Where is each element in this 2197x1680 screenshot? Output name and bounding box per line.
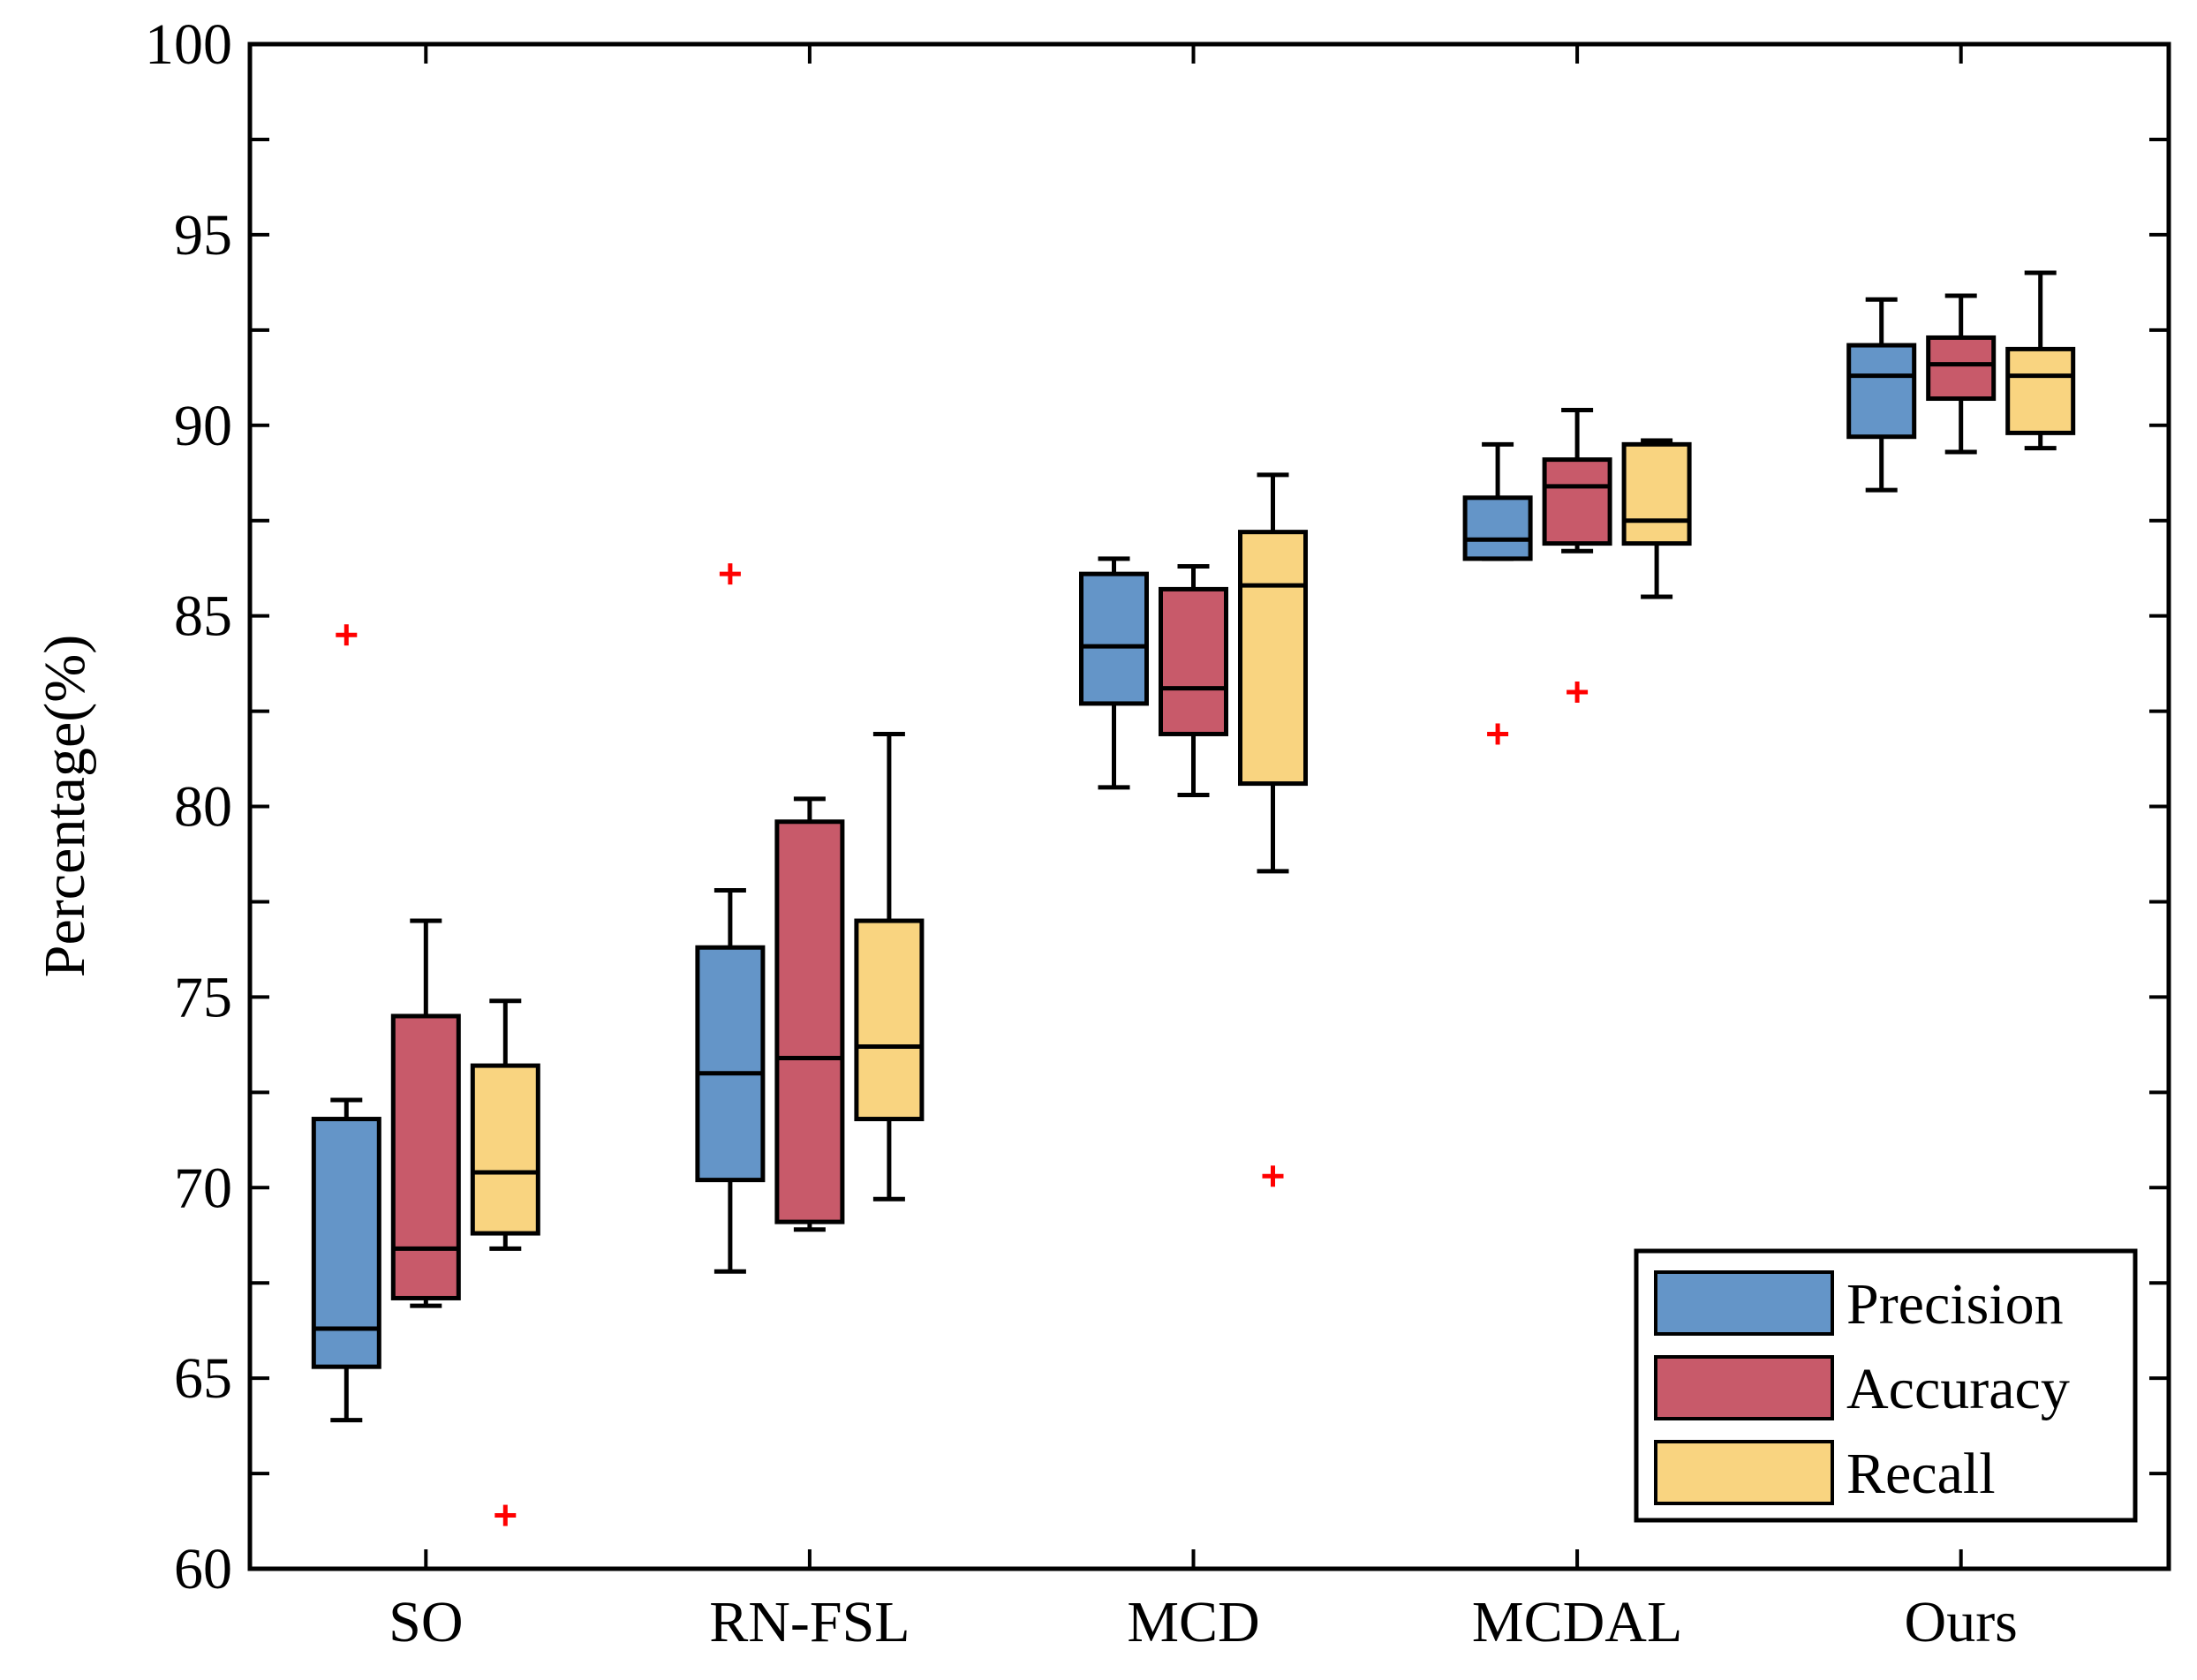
legend-swatch-recall <box>1654 1440 1834 1505</box>
x-tick-label: MCD <box>1127 1590 1259 1654</box>
box-iqr <box>1542 457 1612 546</box>
box-iqr <box>695 945 766 1183</box>
legend-label-precision: Precision <box>1846 1272 2064 1337</box>
y-tick-label: 95 <box>174 203 232 267</box>
outlier-marker <box>1567 681 1589 703</box>
box-accuracy-so <box>390 918 461 1308</box>
box-iqr <box>1621 441 1692 546</box>
legend: Precision Accuracy Recall <box>1634 1248 2138 1523</box>
y-tick-label: 90 <box>174 394 232 458</box>
outlier-marker <box>719 563 741 585</box>
outlier-marker <box>336 624 358 646</box>
y-tick-label: 100 <box>145 12 232 77</box>
box-precision-so <box>311 624 381 1423</box>
y-tick-labels: 60 65 70 75 80 85 90 95 100 <box>145 12 232 1601</box>
box-recall-mcd <box>1238 472 1308 1187</box>
x-tick-label: Ours <box>1905 1590 2018 1654</box>
box-precision-mcd <box>1079 556 1149 790</box>
x-tick-labels: SO RN-FSL MCD MCDAL Ours <box>389 1590 2018 1654</box>
box-accuracy-ours <box>1926 293 1997 455</box>
box-precision-ours <box>1846 297 1917 493</box>
box-precision-rn-fsl <box>695 563 766 1274</box>
box-iqr <box>2005 346 2076 435</box>
box-precision-mcdal <box>1462 441 1533 745</box>
box-accuracy-mcdal <box>1542 407 1612 703</box>
legend-swatch-accuracy <box>1654 1355 1834 1420</box>
y-tick-label: 85 <box>174 584 232 649</box>
outlier-marker <box>1262 1165 1284 1187</box>
box-iqr <box>390 1013 461 1300</box>
y-tick-label: 70 <box>174 1156 232 1220</box>
box-iqr <box>1462 495 1533 561</box>
box-accuracy-mcd <box>1159 563 1228 798</box>
box-iqr <box>1079 571 1149 706</box>
box-recall-so <box>470 998 540 1526</box>
legend-label-recall: Recall <box>1846 1442 1996 1506</box>
y-tick-label: 65 <box>174 1346 232 1411</box>
box-iqr <box>311 1117 381 1369</box>
box-iqr <box>1926 335 1997 402</box>
box-iqr <box>1159 586 1228 736</box>
y-tick-label: 75 <box>174 965 232 1029</box>
box-accuracy-rn-fsl <box>774 796 845 1232</box>
outlier-marker <box>1487 723 1509 745</box>
box-iqr <box>854 918 925 1122</box>
outlier-marker <box>495 1504 517 1526</box>
box-series <box>311 270 2076 1526</box>
plot-area-frame <box>247 41 2171 1571</box>
legend-label-accuracy: Accuracy <box>1846 1357 2070 1421</box>
box-recall-ours <box>2005 270 2076 451</box>
x-tick-label: MCDAL <box>1472 1590 1682 1654</box>
box-iqr <box>774 819 845 1224</box>
box-recall-rn-fsl <box>854 731 925 1202</box>
y-tick-label: 80 <box>174 775 232 840</box>
legend-swatch-precision <box>1654 1270 1834 1336</box>
x-tick-label: SO <box>389 1590 463 1654</box>
box-iqr <box>1846 343 1917 440</box>
y-axis-label: Percentage(%) <box>33 635 97 977</box>
box-iqr <box>1238 530 1308 787</box>
box-iqr <box>470 1063 540 1236</box>
x-tick-label: RN-FSL <box>709 1590 910 1654</box>
y-tick-label: 60 <box>174 1537 232 1601</box>
axis-ticks <box>250 42 2169 1571</box>
box-recall-mcdal <box>1621 438 1692 599</box>
